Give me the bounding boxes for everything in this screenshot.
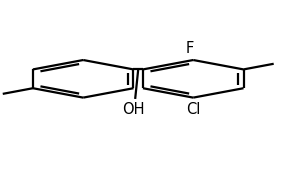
Text: OH: OH (122, 102, 145, 117)
Text: F: F (186, 41, 194, 56)
Text: Cl: Cl (186, 102, 200, 117)
